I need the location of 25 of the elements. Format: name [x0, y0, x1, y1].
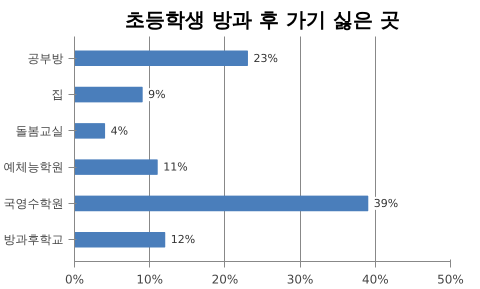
data-label: 9%: [148, 88, 166, 102]
y-tick-label: 집: [52, 88, 64, 102]
data-label: 11%: [163, 160, 188, 174]
data-label: 12%: [170, 233, 196, 246]
y-tick-label: 국영수학원: [4, 196, 64, 210]
bar: [74, 196, 368, 212]
x-tick-label: 40%: [362, 272, 389, 286]
y-tick-label: 돌봄교실: [16, 124, 64, 138]
data-label: 4%: [110, 124, 128, 138]
data-label: 39%: [374, 196, 398, 210]
y-tick-label: 공부방: [28, 51, 64, 66]
bar: [74, 232, 166, 248]
bar: [74, 50, 248, 66]
bar: [74, 86, 143, 102]
bar: [74, 123, 106, 139]
x-tick-label: 0%: [64, 272, 84, 286]
x-tick-label: 20%: [212, 272, 238, 286]
x-tick-label: 30%: [286, 272, 314, 286]
data-label: 23%: [253, 52, 278, 65]
x-tick-label: 50%: [437, 272, 464, 286]
bar: [74, 159, 158, 175]
y-tick-label: 예체능학원: [4, 160, 64, 174]
x-tick-label: 10%: [136, 272, 164, 286]
y-tick-label: 방과후학교: [4, 232, 64, 247]
chart-title: 초등학생 방과 후 가기 싫은 곳: [125, 8, 400, 32]
